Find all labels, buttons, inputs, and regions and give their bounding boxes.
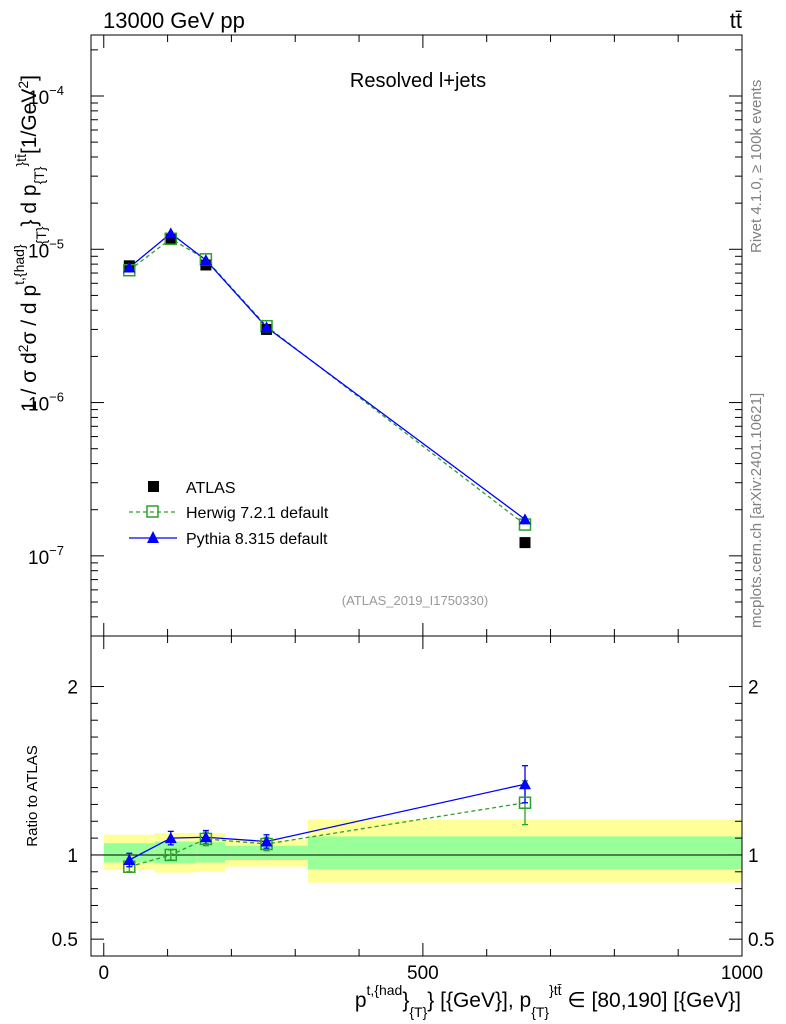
pythia-ratio-point [260, 835, 273, 847]
main-panel: 10−7 10−6 10−5 10−4 Resolved l+jets (ATLAS_… [11, 34, 743, 637]
legend-marker-herwig [146, 505, 159, 518]
pythia-line [128, 232, 526, 520]
ratio-band-inner [308, 836, 742, 870]
ratio-y-tick-label-right: 1 [748, 846, 759, 867]
rivet-version-label: Rivet 4.1.0, ≥ 100k events [748, 80, 765, 253]
energy-label: 13000 GeV pp [103, 8, 245, 33]
x-axis-label: pt,{had}{T}} [{GeV}], p{T}}tt̄ ∈ [80,190… [355, 982, 741, 1020]
ratio-series-markers [123, 765, 532, 873]
main-y-tick-label: 10−5 [28, 236, 64, 262]
main-y-tick-label: 10−6 [28, 390, 64, 416]
legend-label-atlas: ATLAS [186, 480, 236, 497]
ratio-band-inner [196, 842, 226, 863]
legend-marker-pythia [147, 531, 159, 543]
pythia-point [123, 261, 136, 273]
x-tick-label: 1000 [721, 963, 763, 984]
analysis-label: (ATLAS_2019_I1750330) [342, 593, 488, 608]
ratio-y-tick-label-right: 2 [748, 678, 759, 699]
ratio-y-tick-label-left: 2 [67, 678, 78, 699]
pythia-point [260, 321, 273, 333]
ratio-uncertainty-bands [103, 819, 742, 883]
plot-title: Resolved l+jets [350, 70, 486, 92]
legend-marker-atlas [148, 481, 159, 492]
ratio-y-tick-label-right: 0.5 [748, 930, 774, 951]
pythia-point [519, 513, 531, 525]
main-y-tick-label: 10−7 [28, 543, 64, 569]
main-y-tick-labels: 10−7 10−6 10−5 10−4 [28, 83, 64, 569]
pythia-ratio-point [199, 831, 212, 843]
pythia-ratio-point [519, 778, 531, 790]
x-tick-label: 0 [98, 963, 109, 984]
herwig-ratio-line [129, 802, 526, 868]
ratio-band-inner [225, 845, 308, 860]
process-label: tt̄ [730, 8, 742, 33]
x-tick-labels: 0 500 1000 [98, 963, 763, 984]
herwig-ratio-point [518, 796, 532, 809]
ratio-y-axis-label: Ratio to ATLAS [24, 745, 41, 846]
pythia-point [164, 227, 177, 239]
pythia-ratio-point [123, 854, 136, 865]
ratio-axis-ticks [91, 636, 743, 957]
legend-label-pythia: Pythia 8.315 default [186, 531, 328, 548]
ratio-panel: 0.5 0.5 1 1 2 2 0 500 1000 Ratio to ATLAS pt,{h… [24, 635, 775, 1020]
legend-label-herwig: Herwig 7.2.1 default [186, 505, 329, 522]
ratio-y-tick-label-left: 1 [67, 846, 78, 867]
legend: ATLAS Herwig 7.2.1 default Pythia 8.315 … [129, 480, 329, 548]
x-tick-label: 500 [407, 963, 439, 984]
ratio-plot-frame [90, 635, 743, 957]
pythia-ratio-point [164, 832, 177, 844]
main-y-axis-label: 1 / σ d2σ / d pt,{had}{T}} d p{T}}tt̄[1/… [11, 75, 49, 412]
pythia-point [199, 254, 212, 266]
herwig-ratio-point [164, 848, 178, 862]
ratio-y-tick-labels: 0.5 0.5 1 1 2 2 [52, 678, 775, 952]
atlas-point [519, 537, 531, 549]
main-y-tick-label: 10−4 [28, 83, 64, 109]
main-series-markers [123, 227, 532, 549]
main-axis-ticks [91, 35, 743, 637]
ratio-y-tick-label-left: 0.5 [52, 930, 78, 951]
source-label: mcplots.cern.ch [arXiv:2401.10621] [748, 393, 765, 628]
